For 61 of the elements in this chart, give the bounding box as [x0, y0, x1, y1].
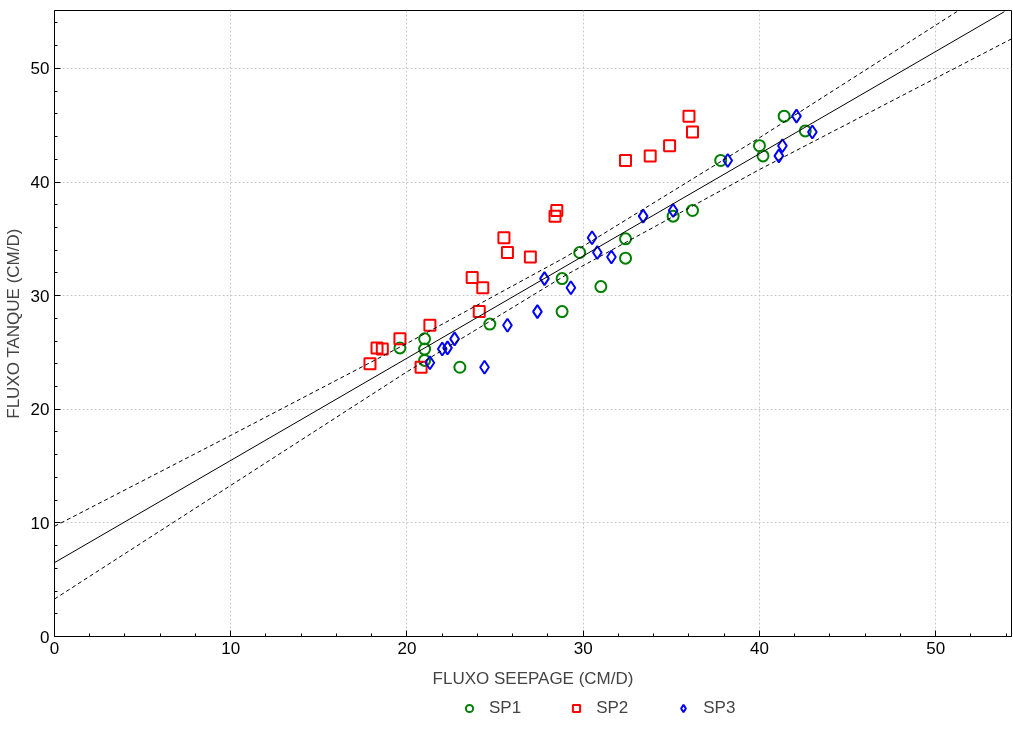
point	[375, 342, 389, 356]
point	[619, 232, 633, 246]
point	[414, 360, 428, 374]
legend-label: SP2	[596, 698, 629, 718]
point	[370, 341, 384, 355]
point	[714, 153, 728, 167]
point	[497, 231, 511, 245]
point	[548, 209, 562, 223]
y-tick-label: 10	[30, 513, 50, 533]
point	[586, 230, 598, 246]
y-axis-title: FLUXO TANQUE (CM/D)	[3, 228, 23, 419]
point	[637, 208, 649, 224]
point	[798, 124, 812, 138]
point	[722, 152, 734, 168]
point	[666, 209, 680, 223]
point	[619, 153, 633, 167]
point	[752, 139, 766, 153]
point	[663, 139, 677, 153]
point	[594, 280, 608, 294]
point	[667, 202, 679, 218]
point	[393, 332, 407, 346]
point	[418, 353, 432, 367]
point	[619, 251, 633, 265]
point	[686, 203, 699, 217]
x-tick-label: 20	[397, 638, 417, 658]
point	[476, 281, 490, 295]
y-tick-label: 20	[30, 400, 50, 420]
point	[424, 355, 436, 371]
point	[555, 305, 569, 319]
point	[418, 342, 432, 356]
legend-label: SP1	[489, 698, 522, 718]
point	[483, 317, 497, 331]
point	[756, 149, 770, 163]
x-tick-label: 30	[573, 638, 593, 658]
point	[472, 305, 486, 319]
point	[573, 246, 587, 259]
point	[523, 250, 537, 264]
x-tick-label: 40	[750, 638, 769, 658]
point	[363, 357, 377, 371]
point	[682, 109, 696, 123]
y-tick-label: 50	[30, 59, 50, 79]
point	[565, 280, 577, 296]
y-tick-label: 40	[30, 173, 50, 193]
point	[643, 149, 657, 163]
x-tick-label: 50	[926, 638, 946, 658]
point	[393, 341, 407, 355]
point	[555, 272, 569, 286]
point	[686, 125, 699, 139]
point	[418, 332, 432, 346]
point	[773, 148, 785, 164]
point	[550, 203, 564, 217]
point	[453, 360, 467, 374]
point	[500, 245, 514, 259]
x-axis-title: FLUXO SEEPAGE (CM/D)	[432, 668, 634, 688]
point	[423, 318, 437, 332]
point	[777, 109, 791, 123]
legend-label: SP3	[703, 698, 736, 718]
point	[465, 270, 479, 284]
y-tick-label: 30	[30, 286, 50, 306]
x-tick-label: 10	[221, 638, 241, 658]
point	[436, 341, 448, 357]
